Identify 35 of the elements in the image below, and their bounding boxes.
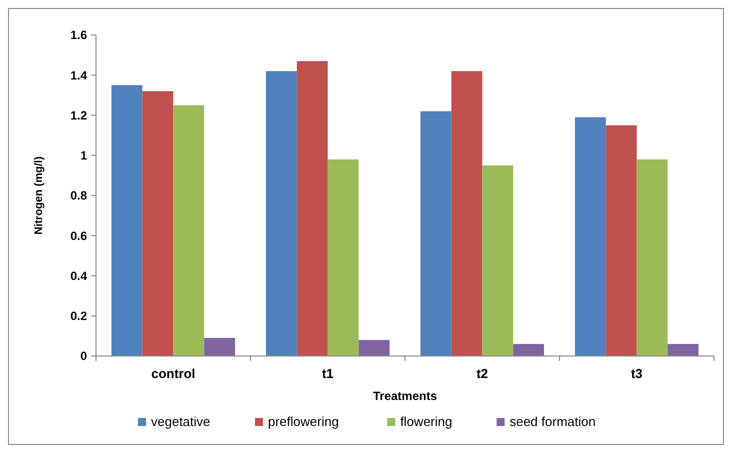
y-tick-label: 0.4 xyxy=(70,268,88,283)
bar xyxy=(173,105,204,356)
bar xyxy=(204,338,236,356)
bar xyxy=(111,85,142,356)
bar xyxy=(636,159,668,356)
bar xyxy=(668,344,699,356)
legend-label: vegetative xyxy=(151,414,210,429)
x-tick-label: t1 xyxy=(322,366,334,381)
bar xyxy=(482,165,514,356)
x-tick-label: t3 xyxy=(630,366,643,381)
legend-label: seed formation xyxy=(510,414,596,429)
y-tick-label: 1.6 xyxy=(70,28,88,42)
bar xyxy=(266,71,297,356)
bar xyxy=(451,71,482,356)
bar xyxy=(142,91,174,356)
bar xyxy=(513,344,544,356)
bar xyxy=(420,111,452,356)
legend-label: flowering xyxy=(400,414,452,429)
bar xyxy=(296,61,328,356)
bar xyxy=(328,159,359,356)
legend-label: preflowering xyxy=(268,414,339,429)
bar xyxy=(358,340,390,356)
x-tick-label: t2 xyxy=(476,366,488,381)
bar xyxy=(574,117,606,356)
x-axis-title: Treatments xyxy=(372,389,438,403)
y-tick-label: 1 xyxy=(80,148,88,163)
y-tick-label: 0.8 xyxy=(70,188,88,203)
y-tick-label: 0.2 xyxy=(70,309,88,324)
y-tick-label: 1.4 xyxy=(70,68,88,82)
bar xyxy=(606,125,637,356)
y-tick-label: 0.6 xyxy=(70,228,88,243)
y-axis-title: Nitrogen (mg/l) xyxy=(33,156,45,235)
y-tick-label: 1.2 xyxy=(70,108,88,122)
y-tick-label: 0 xyxy=(80,349,88,364)
x-tick-label: control xyxy=(151,366,196,381)
